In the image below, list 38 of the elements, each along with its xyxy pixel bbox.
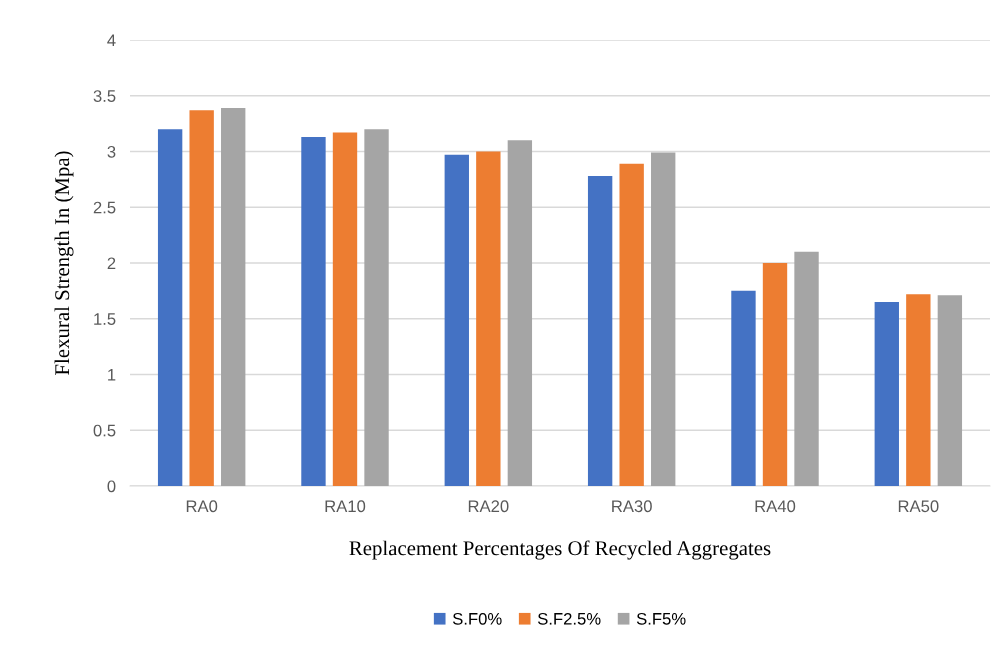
- bar: [762, 263, 788, 486]
- x-axis-title: Replacement Percentages Of Recycled Aggregates: [349, 540, 771, 560]
- legend-label: S.F5%: [636, 612, 686, 625]
- x-tick-label: RA40: [755, 500, 796, 513]
- y-tick-label: 4: [107, 34, 116, 47]
- x-tick-label: RA30: [612, 500, 652, 513]
- bar: [937, 295, 963, 486]
- bar: [301, 137, 326, 486]
- y-axis-title: Flexural Strength In (Mpa): [54, 151, 74, 375]
- bar: [476, 151, 501, 486]
- y-tick-label: 1.5: [94, 313, 116, 325]
- x-tick-label: RA0: [186, 500, 218, 513]
- bar: [157, 129, 183, 486]
- bar: [651, 152, 676, 486]
- legend-label: S.F2.5%: [537, 612, 601, 625]
- x-tick-label: RA50: [898, 500, 939, 513]
- bar: [874, 302, 899, 486]
- x-tick-label: RA10: [325, 500, 366, 513]
- y-tick-label: 0.5: [93, 424, 116, 437]
- bar: [189, 110, 214, 486]
- bar: [332, 132, 358, 486]
- bar: [221, 108, 246, 486]
- bar: [619, 163, 644, 486]
- bar: [587, 176, 613, 486]
- y-tick-label: 1: [108, 369, 116, 381]
- bar: [444, 154, 469, 486]
- legend-label: S.F0%: [452, 612, 502, 625]
- y-tick-label: 2: [107, 257, 116, 270]
- y-tick-label: 3.5: [93, 90, 116, 102]
- y-tick-label: 3: [107, 145, 116, 158]
- bar: [507, 140, 533, 486]
- y-tick-label: 0: [107, 480, 116, 493]
- x-tick-label: RA20: [468, 500, 509, 513]
- bar: [731, 290, 756, 486]
- bar: [906, 294, 931, 486]
- y-tick-label: 2.5: [93, 201, 116, 214]
- bar: [794, 251, 819, 486]
- bar: [364, 129, 389, 486]
